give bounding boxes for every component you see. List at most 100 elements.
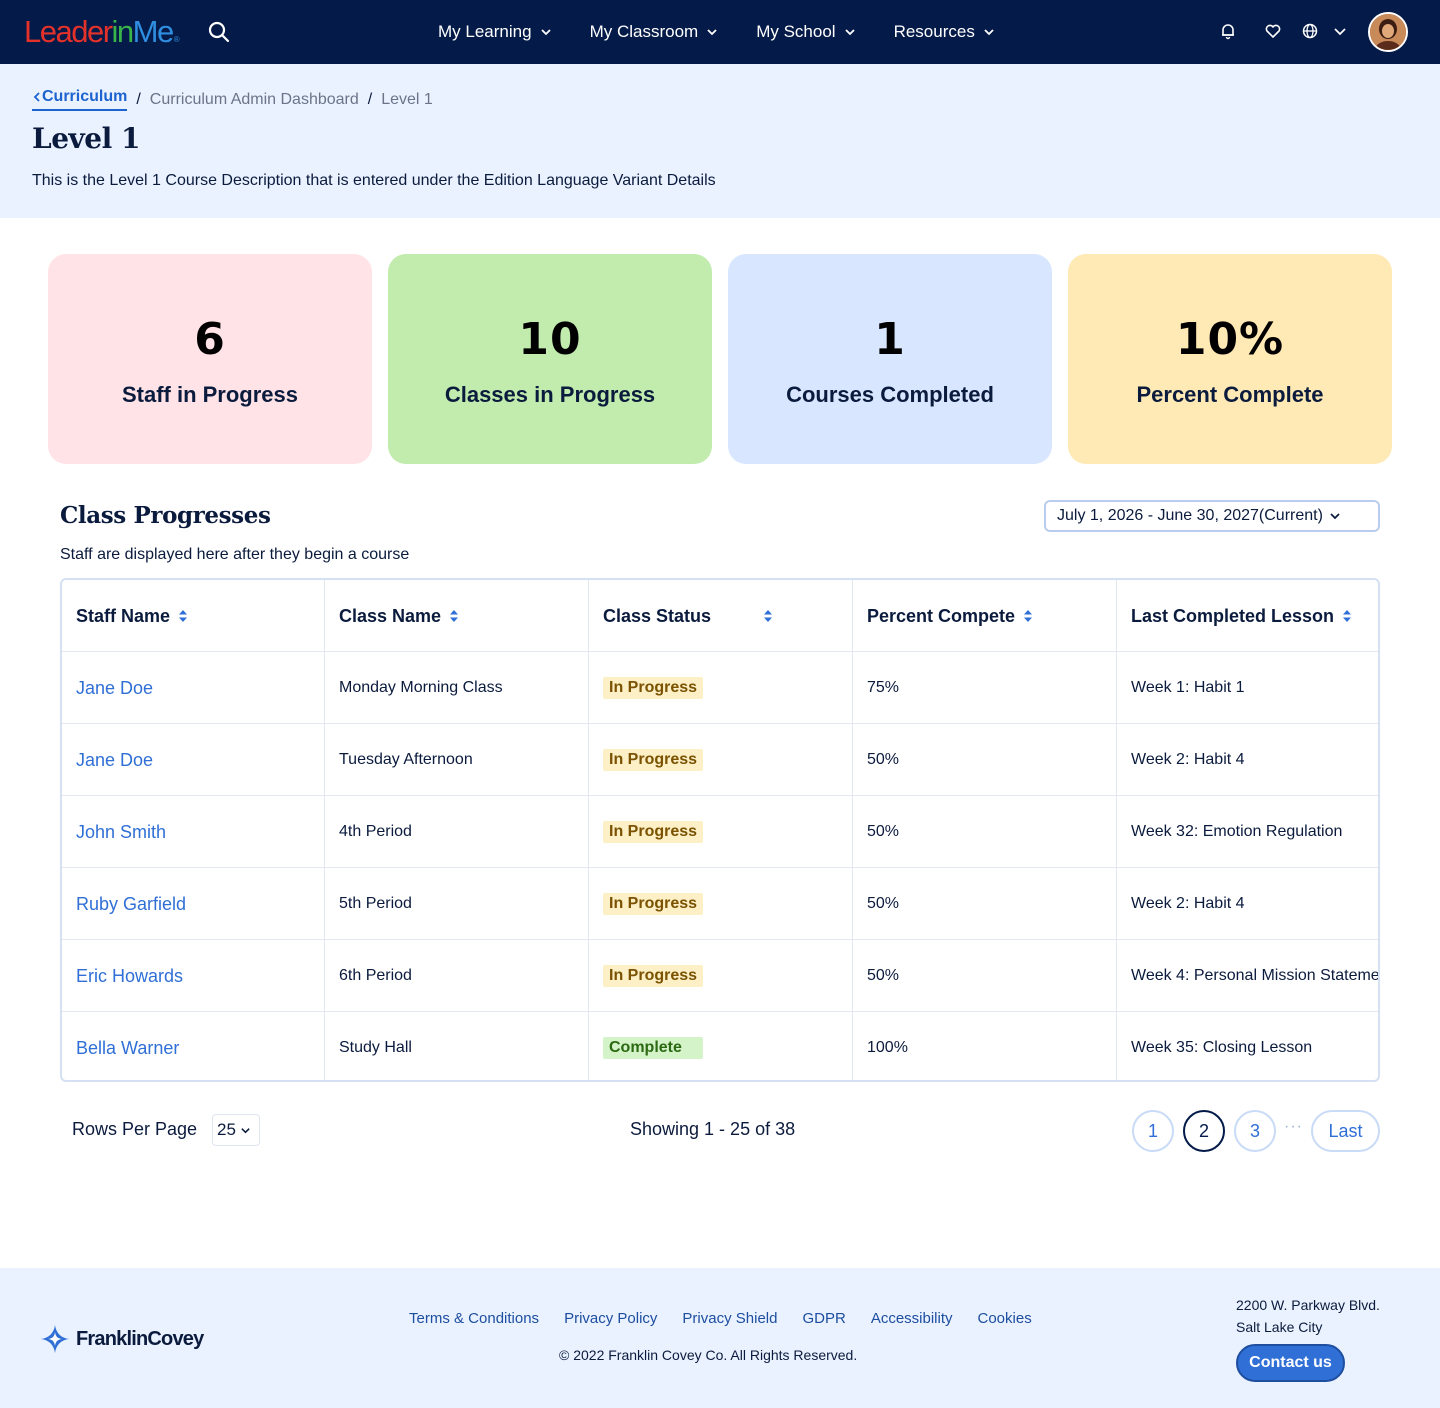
column-header-label: Class Status xyxy=(603,605,712,626)
staff-name-link[interactable]: Jane Doe xyxy=(76,749,154,770)
stat-value: 6 xyxy=(194,314,226,365)
leader-in-me-logo[interactable]: Leader in Me ® xyxy=(24,14,180,50)
franklincovey-brand-text: FranklinCovey xyxy=(76,1327,204,1350)
nav-label: My School xyxy=(756,22,836,41)
globe-icon[interactable] xyxy=(1301,22,1319,40)
breadcrumb-item-dashboard[interactable]: Curriculum Admin Dashboard xyxy=(149,90,359,108)
stat-card-classes-in-progress: 10 Classes in Progress xyxy=(388,254,712,464)
nav-resources[interactable]: Resources xyxy=(894,20,995,44)
heart-icon[interactable] xyxy=(1264,22,1282,40)
status-badge: In Progress xyxy=(603,677,704,699)
breadcrumb-separator: / xyxy=(136,90,141,108)
cell-class-name: Study Hall xyxy=(325,1012,589,1080)
column-header-last-completed-lesson[interactable]: Last Completed Lesson xyxy=(1117,580,1378,652)
status-badge: In Progress xyxy=(603,749,704,771)
rows-per-page-label: Rows Per Page xyxy=(72,1119,198,1139)
column-header-label: Class Name xyxy=(339,605,442,626)
column-header-staff-name[interactable]: Staff Name xyxy=(62,580,325,652)
cell-percent-complete: 50% xyxy=(853,796,1117,868)
table-row: Bella Warner Study Hall Complete 100% We… xyxy=(62,1012,1378,1080)
bell-icon[interactable] xyxy=(1219,22,1237,40)
cell-class-name: 5th Period xyxy=(325,868,589,940)
address-line-2: Salt Lake City xyxy=(1236,1319,1323,1335)
sort-icon xyxy=(1024,610,1033,622)
column-header-class-name[interactable]: Class Name xyxy=(325,580,589,652)
chevron-down-icon xyxy=(540,29,551,36)
footer-link-gdpr[interactable]: GDPR xyxy=(802,1310,846,1327)
stat-card-staff-in-progress: 6 Staff in Progress xyxy=(48,254,372,464)
page-header-area: Curriculum / Curriculum Admin Dashboard … xyxy=(0,64,1440,218)
table-row: Eric Howards 6th Period In Progress 50% … xyxy=(62,940,1378,1012)
cell-staff-name: Jane Doe xyxy=(62,652,325,724)
footer-link-cookies[interactable]: Cookies xyxy=(977,1310,1032,1327)
language-chevron-down-icon[interactable] xyxy=(1331,22,1349,40)
cell-last-lesson: Week 4: Personal Mission Statement xyxy=(1131,967,1380,984)
cell-class-status: In Progress xyxy=(589,724,853,796)
footer-link-accessibility[interactable]: Accessibility xyxy=(870,1310,953,1327)
breadcrumb-back-curriculum[interactable]: Curriculum xyxy=(32,88,128,111)
staff-name-link[interactable]: Jane Doe xyxy=(76,677,154,698)
nav-my-classroom[interactable]: My Classroom xyxy=(590,20,719,44)
page-button-3[interactable]: 3 xyxy=(1234,1110,1276,1152)
footer-links: Terms & Conditions Privacy Policy Privac… xyxy=(409,1310,1057,1327)
footer-link-terms[interactable]: Terms & Conditions xyxy=(409,1310,540,1327)
franklincovey-star-icon xyxy=(41,1325,69,1353)
stat-value: 10 xyxy=(518,314,582,365)
staff-name-link[interactable]: Eric Howards xyxy=(76,965,184,986)
logo-part-me: Me xyxy=(132,14,175,49)
date-range-select[interactable]: July 1, 2026 - June 30, 2027(Current) xyxy=(1044,500,1380,532)
cell-staff-name: Eric Howards xyxy=(62,940,325,1012)
cell-class-name: Monday Morning Class xyxy=(325,652,589,724)
stat-card-percent-complete: 10% Percent Complete xyxy=(1068,254,1392,464)
contact-us-button[interactable]: Contact us xyxy=(1236,1344,1345,1382)
table-header-row: Staff Name Class Name Class Status Perce… xyxy=(62,580,1378,652)
cell-percent-complete: 75% xyxy=(853,652,1117,724)
stat-label: Percent Complete xyxy=(1136,382,1324,407)
nav-label: My Learning xyxy=(438,22,532,41)
search-icon[interactable] xyxy=(206,20,232,46)
cell-class-status: In Progress xyxy=(589,796,853,868)
status-badge: In Progress xyxy=(603,965,704,987)
franklincovey-logo[interactable]: FranklinCovey xyxy=(40,1324,204,1354)
staff-name-link[interactable]: Bella Warner xyxy=(76,1037,180,1058)
page-description: This is the Level 1 Course Description t… xyxy=(32,172,716,189)
cell-staff-name: John Smith xyxy=(62,796,325,868)
logo-part-leader: Leader xyxy=(24,14,113,49)
column-header-percent-complete[interactable]: Percent Compete xyxy=(853,580,1117,652)
stat-value: 10% xyxy=(1175,314,1285,365)
cell-class-status: In Progress xyxy=(589,940,853,1012)
logo-registered-mark: ® xyxy=(173,35,180,44)
table-row: Jane Doe Monday Morning Class In Progres… xyxy=(62,652,1378,724)
avatar[interactable] xyxy=(1368,12,1408,52)
breadcrumb-separator: / xyxy=(367,90,373,108)
nav-my-school[interactable]: My School xyxy=(756,20,855,44)
staff-name-link[interactable]: Ruby Garfield xyxy=(76,893,187,914)
status-badge: In Progress xyxy=(603,893,704,915)
section-subtitle: Staff are displayed here after they begi… xyxy=(60,546,410,563)
cell-percent-complete: 50% xyxy=(853,724,1117,796)
page-button-1[interactable]: 1 xyxy=(1132,1110,1174,1152)
copyright: © 2022 Franklin Covey Co. All Rights Res… xyxy=(559,1347,858,1363)
nav-my-learning[interactable]: My Learning xyxy=(438,20,552,44)
cell-last-lesson: Week 32: Emotion Regulation xyxy=(1131,823,1343,840)
table-row: Ruby Garfield 5th Period In Progress 50%… xyxy=(62,868,1378,940)
cell-class-status: Complete xyxy=(589,1012,853,1080)
cell-percent-complete: 50% xyxy=(853,940,1117,1012)
last-page-button[interactable]: Last xyxy=(1311,1110,1380,1152)
footer-link-privacy-shield[interactable]: Privacy Shield xyxy=(682,1310,778,1327)
cell-last-lesson: Week 35: Closing Lesson xyxy=(1131,1039,1313,1056)
top-navigation-bar: Leader in Me ® My Learning My Classroom … xyxy=(0,0,1440,64)
breadcrumb: Curriculum / Curriculum Admin Dashboard … xyxy=(32,88,433,111)
chevron-down-icon xyxy=(707,29,717,36)
sort-icon xyxy=(179,610,188,622)
logo-part-in: in xyxy=(111,14,135,49)
column-header-class-status[interactable]: Class Status xyxy=(589,580,853,652)
staff-name-link[interactable]: John Smith xyxy=(76,821,167,842)
cell-percent-complete: 50% xyxy=(853,868,1117,940)
rows-per-page-select[interactable]: 25 xyxy=(212,1114,260,1146)
column-header-label: Last Completed Lesson xyxy=(1131,605,1335,626)
table-row: John Smith 4th Period In Progress 50% We… xyxy=(62,796,1378,868)
page-button-2[interactable]: 2 xyxy=(1183,1110,1225,1152)
footer-link-privacy-policy[interactable]: Privacy Policy xyxy=(564,1310,658,1327)
class-progress-table: Staff Name Class Name Class Status Perce… xyxy=(60,578,1380,1082)
